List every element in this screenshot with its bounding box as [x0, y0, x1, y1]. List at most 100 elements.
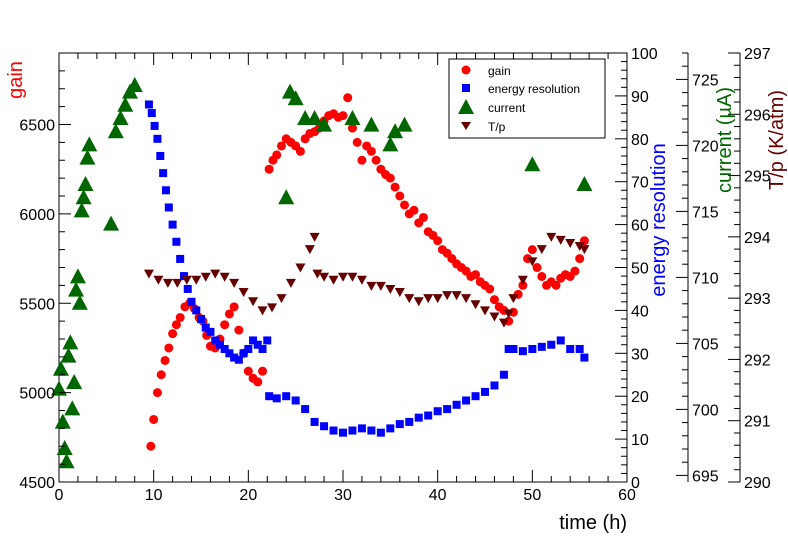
tp-point — [319, 272, 330, 282]
tp-point — [219, 272, 230, 282]
energy-resolution-point — [471, 392, 480, 401]
tp-point — [375, 281, 386, 291]
legend-tp-marker — [461, 122, 471, 130]
energy-resolution-point — [481, 387, 489, 396]
legend: gain energy resolution current T/p — [448, 58, 606, 139]
current-point — [107, 123, 124, 139]
gain-point — [295, 146, 305, 156]
energy-resolution-point — [433, 407, 442, 416]
gain-point — [371, 155, 381, 165]
energy_resolution-tick-label: 70 — [631, 175, 649, 192]
energy-resolution-point — [220, 345, 229, 354]
energy-resolution-point — [339, 428, 347, 437]
gain-point — [395, 191, 405, 201]
energy-resolution-point — [144, 100, 153, 109]
energy_resolution-tick-label: 10 — [631, 432, 649, 449]
gain-axis-title: gain — [5, 61, 27, 99]
tp-point — [574, 242, 585, 252]
energy-resolution-point — [509, 345, 518, 354]
tp-point — [210, 269, 221, 279]
gain-point — [243, 366, 253, 376]
gain-tick-label: 5500 — [19, 296, 55, 313]
energy-resolution-point — [518, 347, 527, 356]
tp-point — [413, 297, 424, 307]
energy-resolution-point — [504, 345, 513, 354]
energy-resolution-point — [320, 422, 329, 431]
current-point — [382, 136, 399, 152]
tp-point — [238, 288, 249, 298]
series-layer — [51, 77, 593, 469]
energy_resolution-tick-label: 90 — [631, 89, 649, 106]
energy-resolution-point — [443, 405, 452, 414]
current-point — [396, 116, 413, 132]
x-tick-label: 40 — [429, 487, 447, 504]
series-energy_resolution — [144, 100, 589, 437]
x-tick-label: 30 — [334, 487, 352, 504]
current-point — [66, 374, 83, 389]
energy_resolution-tick-label: 60 — [631, 218, 649, 235]
tp-point — [442, 291, 453, 301]
energy-resolution-point — [150, 121, 159, 130]
tp-point — [423, 294, 434, 304]
tp-point — [153, 275, 164, 285]
tp-point — [546, 232, 557, 242]
current-tick-label: 710 — [692, 270, 719, 287]
gain-point — [220, 320, 230, 330]
tp-point — [309, 232, 320, 242]
current-point — [62, 334, 79, 350]
energy-resolution-point — [547, 340, 556, 349]
energy-resolution-point — [230, 353, 239, 362]
tp-point — [257, 306, 268, 316]
energy-resolution-point — [329, 426, 338, 435]
gain-point — [409, 205, 419, 215]
energy-resolution-point — [211, 336, 220, 345]
current-point — [52, 360, 69, 376]
gain-tick-label: 6000 — [19, 207, 55, 224]
energy-resolution-point — [462, 396, 471, 405]
gain-point — [485, 284, 495, 294]
current-point — [316, 116, 333, 132]
energy_resolution-tick-label: 100 — [631, 46, 658, 63]
gain-point — [264, 164, 274, 174]
gain-point — [146, 441, 156, 451]
gain-point — [338, 111, 348, 121]
energy-resolution-point — [159, 169, 168, 178]
energy_resolution-tick-label: 80 — [631, 132, 649, 149]
energy-resolution-point — [282, 392, 291, 401]
current-point — [103, 215, 120, 231]
x-tick-label: 20 — [239, 487, 257, 504]
tp-point — [517, 275, 528, 285]
legend-tp-label: T/p — [488, 120, 506, 134]
x-tick-label: 10 — [145, 487, 163, 504]
gain-point — [164, 343, 174, 353]
tp-point — [394, 288, 405, 298]
legend-energy-resolution-label: energy resolution — [488, 82, 580, 96]
energy-resolution-point — [424, 411, 433, 420]
current-point — [54, 413, 71, 429]
current-point — [64, 400, 81, 416]
x-tick-label: 50 — [523, 487, 541, 504]
tp-point — [536, 245, 547, 255]
energy-resolution-point — [183, 284, 192, 293]
current-point — [81, 136, 98, 152]
current-tick-label: 725 — [692, 72, 719, 89]
energy-resolution-point — [156, 151, 165, 160]
energy-resolution-point — [452, 400, 461, 409]
energy-resolution-point — [367, 426, 376, 435]
energy-resolution-point — [225, 349, 234, 358]
gain-tick-label: 4500 — [19, 475, 55, 492]
x-tick-label: 0 — [55, 487, 64, 504]
energy_resolution-tick-label: 20 — [631, 389, 649, 406]
energy-resolution-point — [258, 345, 267, 354]
energy-resolution-point — [164, 203, 173, 212]
energy-resolution-point — [556, 336, 565, 345]
energy_resolution-tick-label: 0 — [631, 475, 640, 492]
gain-point — [258, 366, 268, 376]
tp-tick-label: 293 — [744, 291, 771, 308]
energy-resolution-point — [147, 109, 156, 118]
current-point — [363, 116, 380, 132]
energy-resolution-point — [386, 424, 395, 433]
current-point — [73, 202, 90, 218]
energy-resolution-point — [580, 353, 589, 362]
